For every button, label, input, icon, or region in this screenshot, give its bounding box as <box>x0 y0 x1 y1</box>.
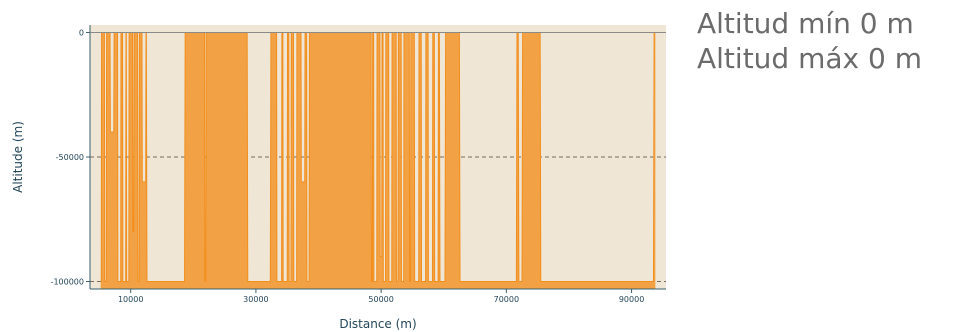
x-tick-label: 70000 <box>494 295 519 304</box>
y-axis-label: Altitude (m) <box>11 121 25 193</box>
y-axis-ticks: 0 -50000 -100000 <box>51 28 90 287</box>
x-tick-label: 90000 <box>619 295 644 304</box>
y-tick-label: -100000 <box>51 278 84 287</box>
min-altitude-text: Altitud mín 0 m <box>697 7 914 40</box>
x-axis-label: Distance (m) <box>339 317 416 331</box>
max-altitude-text: Altitud máx 0 m <box>697 42 922 75</box>
altitude-stats: Altitud mín 0 m Altitud máx 0 m <box>697 6 922 76</box>
x-axis-ticks: 10000 30000 50000 70000 90000 <box>118 289 644 304</box>
y-tick-label: 0 <box>79 28 84 37</box>
x-tick-label: 30000 <box>243 295 268 304</box>
x-tick-label: 50000 <box>368 295 393 304</box>
x-tick-label: 10000 <box>118 295 143 304</box>
altitude-chart: 0 -50000 -100000 10000 30000 50000 70000 90000… <box>11 25 666 331</box>
y-tick-label: -50000 <box>56 153 84 162</box>
